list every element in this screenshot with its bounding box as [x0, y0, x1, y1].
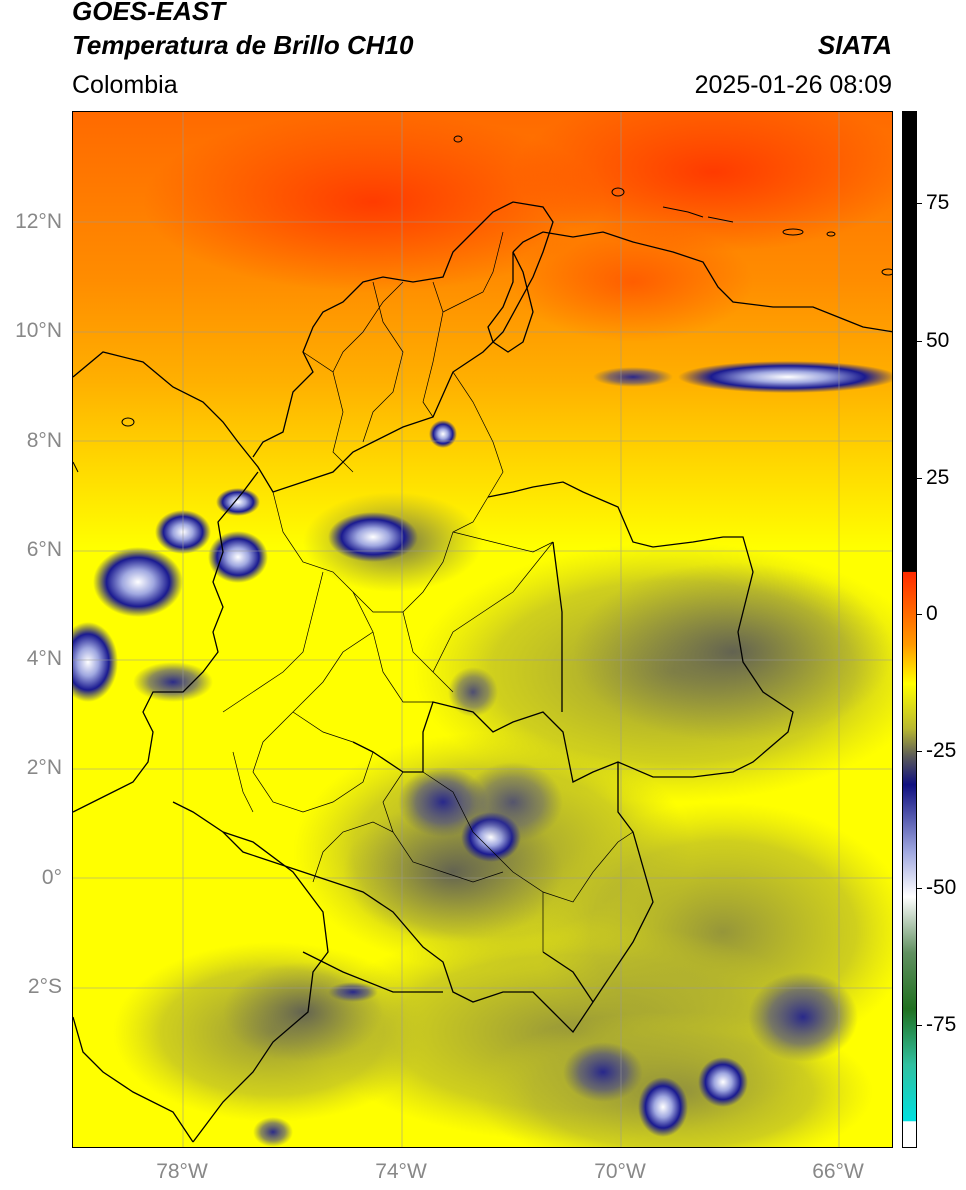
colorbar-tick [917, 478, 922, 479]
colorbar-label-50: 50 [926, 329, 950, 352]
timestamp-label: 2025-01-26 08:09 [694, 71, 892, 99]
colorbar-tick [917, 888, 922, 889]
colorbar-label-75: 75 [926, 191, 950, 214]
lat-label-2n: 2°N [26, 756, 62, 779]
colorbar-label-neg25: -25 [926, 739, 957, 762]
colorbar-label-neg50: -50 [926, 876, 957, 899]
colorbar-label-neg75: -75 [926, 1013, 957, 1036]
country-borders [73, 201, 892, 1143]
colorbar-label-25: 25 [926, 466, 950, 489]
colorbar-label-0: 0 [926, 602, 938, 625]
lon-label-74w: 74°W [375, 1160, 427, 1183]
colorbar-gradient [903, 112, 916, 1147]
lat-label-0: 0° [41, 866, 62, 889]
convective-cells [73, 361, 892, 1147]
colorbar [902, 111, 917, 1148]
satellite-map [72, 111, 893, 1148]
product-title: Temperatura de Brillo CH10 [72, 30, 414, 60]
colorbar-tick [917, 341, 922, 342]
colorbar-tick [917, 203, 922, 204]
map-canvas [73, 112, 892, 1147]
islands [73, 135, 892, 473]
lon-label-66w: 66°W [812, 1160, 864, 1183]
colorbar-tick [917, 1025, 922, 1026]
map-gridlines [73, 112, 892, 1147]
lat-label-6n: 6°N [26, 538, 62, 561]
lon-label-78w: 78°W [156, 1160, 208, 1183]
brand-label: SIATA [817, 30, 892, 60]
lat-label-2s: 2°S [27, 975, 62, 998]
lon-label-70w: 70°W [594, 1160, 646, 1183]
department-borders [222, 231, 634, 952]
lat-label-10n: 10°N [15, 319, 62, 342]
lat-label-8n: 8°N [26, 429, 62, 452]
colorbar-tick [917, 751, 922, 752]
region-label: Colombia [72, 71, 178, 99]
satellite-title: GOES-EAST [72, 0, 226, 26]
lat-label-4n: 4°N [26, 647, 62, 670]
lat-label-12n: 12°N [15, 210, 62, 233]
colorbar-tick [917, 614, 922, 615]
